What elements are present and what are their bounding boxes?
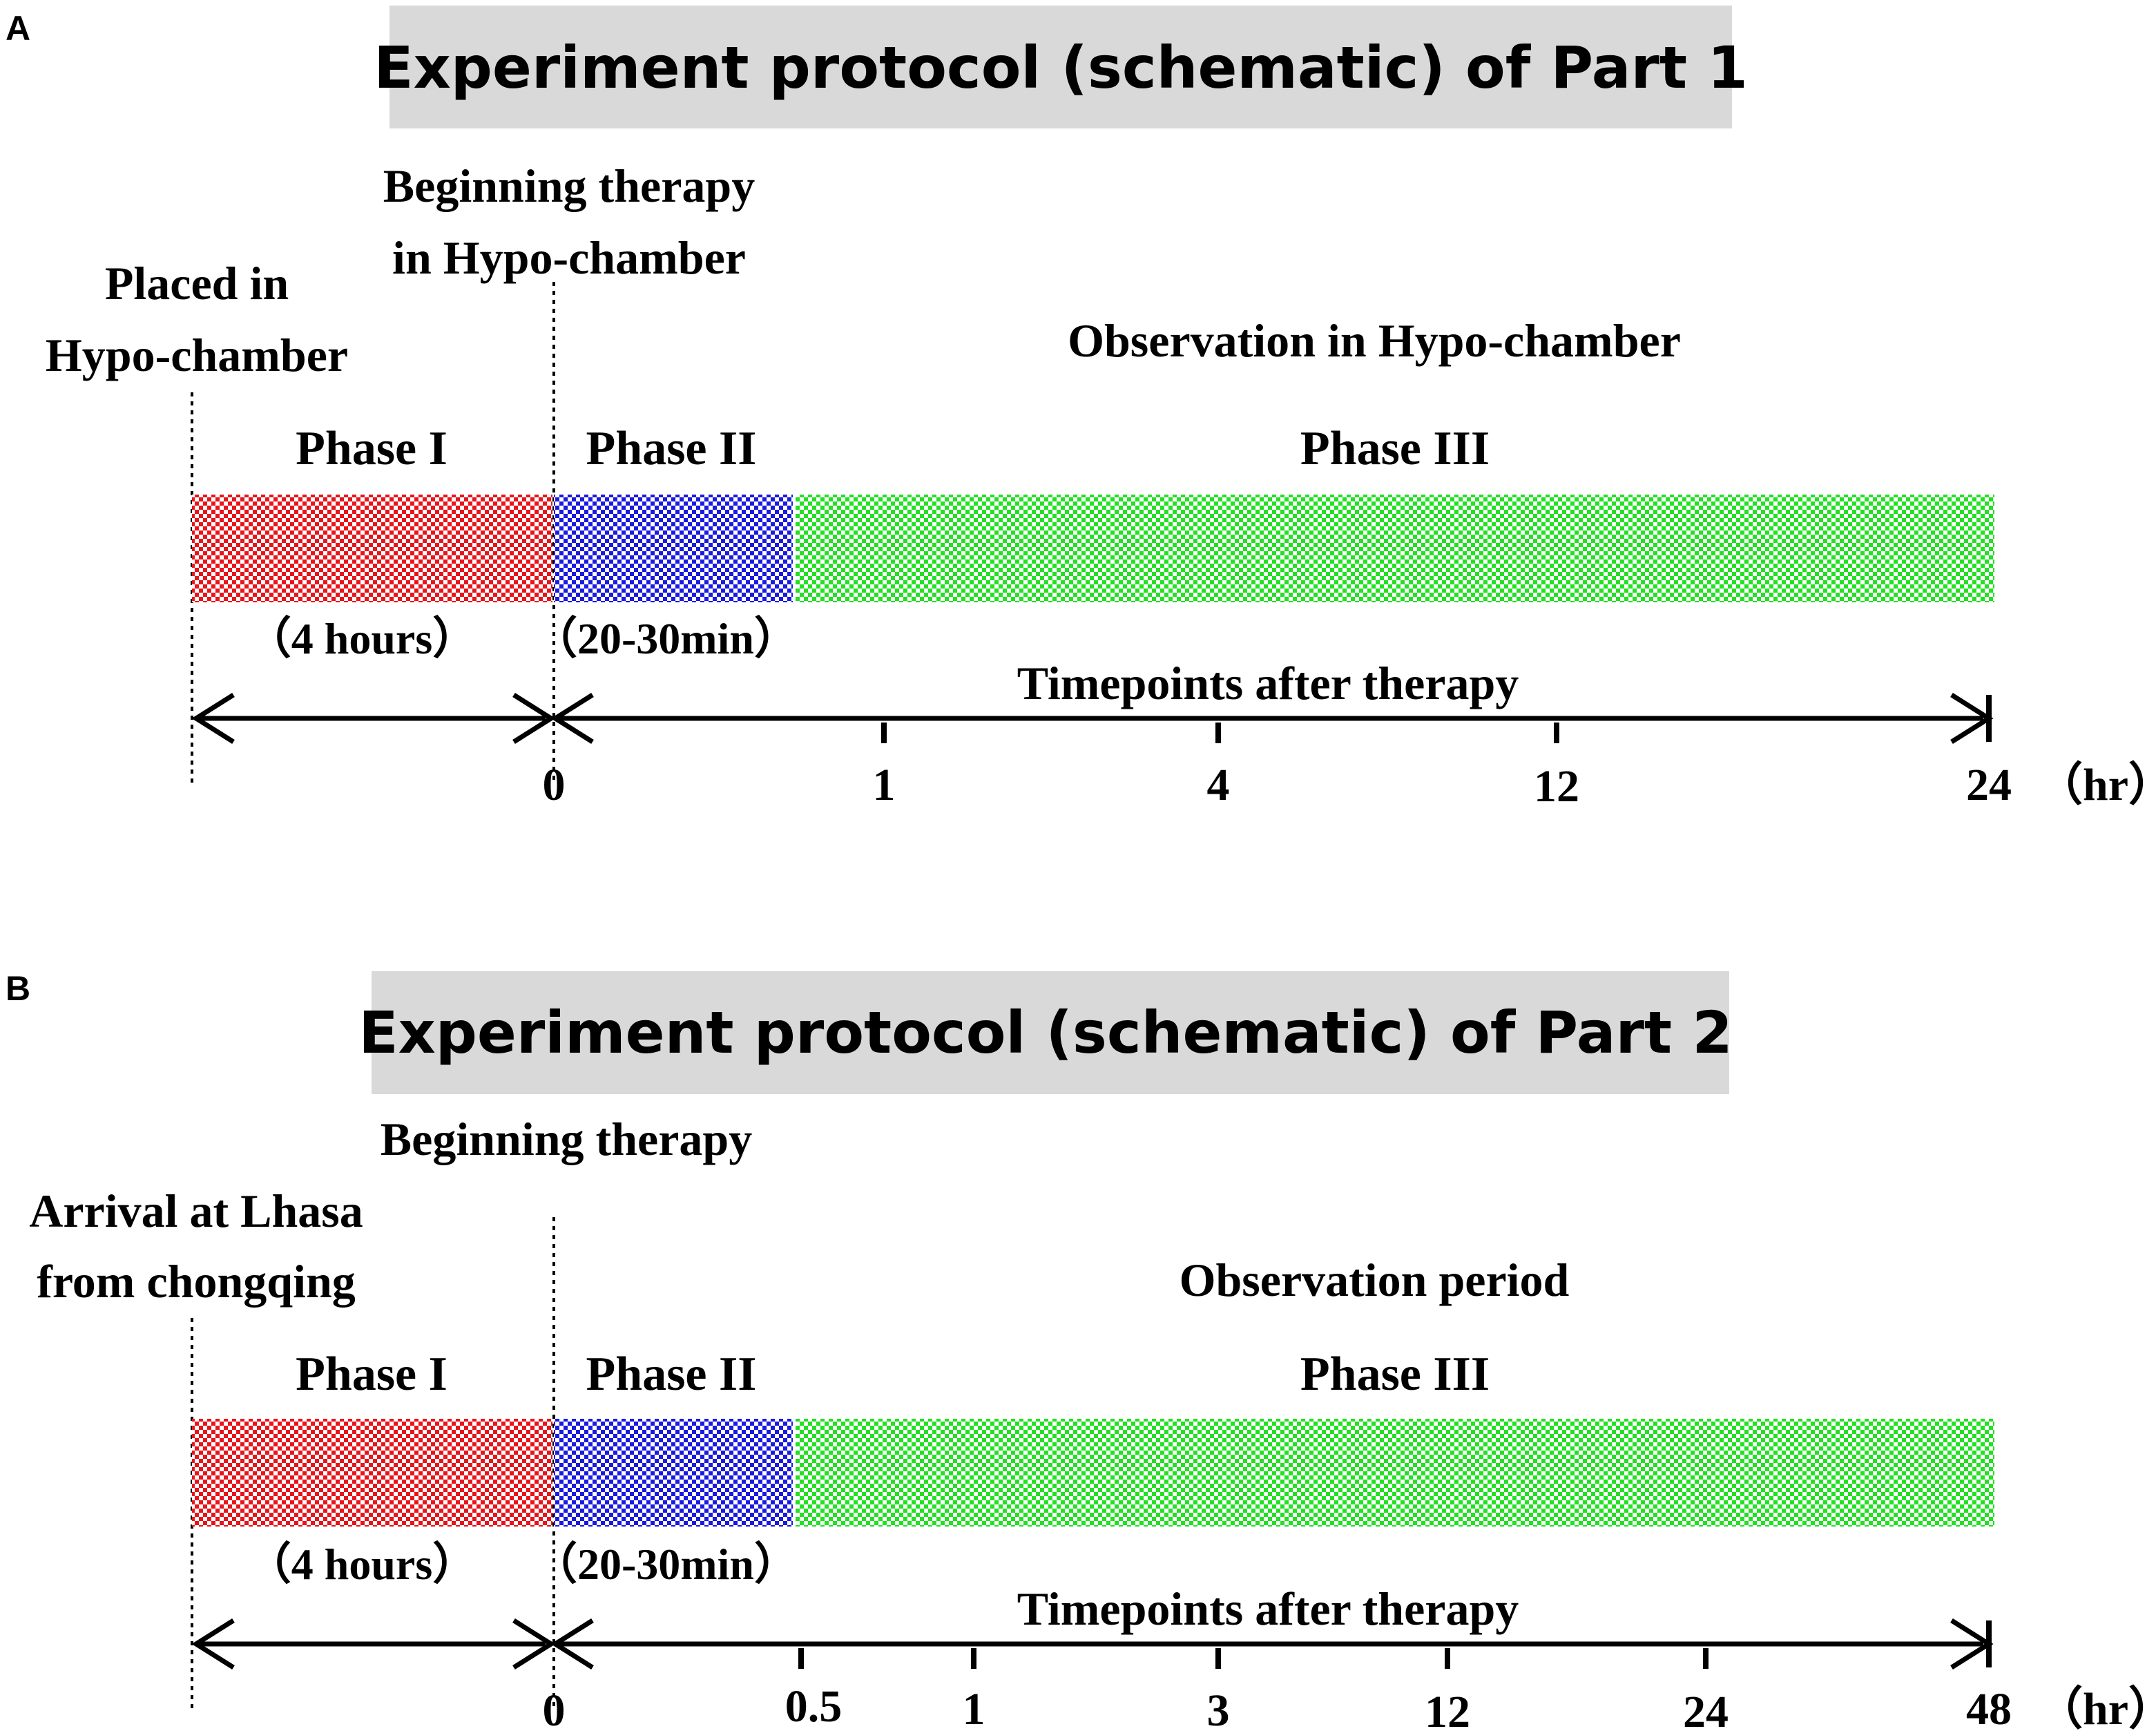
tick-label: 24 <box>1966 760 2012 810</box>
tick-label: 48 <box>1966 1684 2012 1731</box>
phase-1-label: Phase I <box>296 422 447 475</box>
panel-title: Experiment protocol (schematic) of Part … <box>358 999 1733 1067</box>
start-label-line1: Placed in <box>105 257 289 309</box>
tick-label: 12 <box>1534 761 1579 812</box>
pre-therapy-arrow-left-head <box>191 693 235 744</box>
phase-2-label: Phase II <box>586 1348 757 1401</box>
phase-1-bar <box>192 495 552 602</box>
observation-label: Observation period <box>1180 1254 1570 1306</box>
tick-label: 3 <box>1207 1685 1230 1731</box>
panel-letter: B <box>6 969 30 1008</box>
phase-3-label: Phase III <box>1300 422 1490 475</box>
phase-3-bar <box>796 495 1994 602</box>
pre-therapy-arrow <box>191 693 556 744</box>
phase-1-duration: （4 hours） <box>247 1540 477 1589</box>
tick-label: 24 <box>1683 1687 1729 1731</box>
panel-title: Experiment protocol (schematic) of Part … <box>374 34 1748 102</box>
phase-3-bar <box>796 1419 1994 1527</box>
timepoints-label: Timepoints after therapy <box>1017 1582 1519 1635</box>
tick-label: 12 <box>1425 1687 1470 1731</box>
therapy-label-line1: Beginning therapy <box>383 160 755 212</box>
phase-2-duration: （20-30min） <box>533 1540 798 1589</box>
phase-1-label: Phase I <box>296 1348 447 1401</box>
tick-label: 4 <box>1207 760 1230 810</box>
start-label-line2: Hypo-chamber <box>46 329 348 381</box>
phase-3-label: Phase III <box>1300 1348 1490 1401</box>
phase-2-bar <box>554 1419 793 1527</box>
phase-2-duration: （20-30min） <box>533 614 798 663</box>
phase-1-bar <box>192 1419 552 1527</box>
timeline-arrow <box>550 693 1994 744</box>
title-box <box>389 6 1732 128</box>
therapy-label-line2: in Hypo-chamber <box>392 231 746 284</box>
panel-b: B Experiment protocol (schematic) of Par… <box>6 969 2156 1731</box>
time-unit-label: （hr） <box>2037 759 2156 810</box>
timeline-arrow <box>550 1618 1994 1670</box>
phase-2-bar <box>554 495 793 602</box>
tick-label: 0 <box>543 1685 566 1731</box>
panel-letter: A <box>6 9 30 48</box>
start-label-line2: from chongqing <box>37 1255 356 1308</box>
timeline-arrow-left-head <box>550 693 594 744</box>
start-label-line1: Arrival at Lhasa <box>29 1185 363 1237</box>
tick-label: 1 <box>963 1684 985 1731</box>
timeline-arrow-left-head <box>550 1618 594 1670</box>
pre-therapy-arrow <box>191 1618 556 1670</box>
therapy-label-line1: Beginning therapy <box>381 1113 752 1165</box>
tick-label: 1 <box>873 760 896 810</box>
tick-label: 0.5 <box>785 1681 843 1731</box>
timepoints-label: Timepoints after therapy <box>1017 657 1519 709</box>
panel-a: A Experiment protocol (schematic) of Par… <box>6 6 2156 812</box>
phase-1-duration: （4 hours） <box>247 614 477 663</box>
time-unit-label: （hr） <box>2037 1683 2156 1731</box>
pre-therapy-arrow-left-head <box>191 1618 235 1670</box>
title-box <box>372 971 1729 1094</box>
phase-2-label: Phase II <box>586 422 757 475</box>
tick-label: 0 <box>543 760 566 810</box>
observation-label: Observation in Hypo-chamber <box>1068 314 1681 367</box>
